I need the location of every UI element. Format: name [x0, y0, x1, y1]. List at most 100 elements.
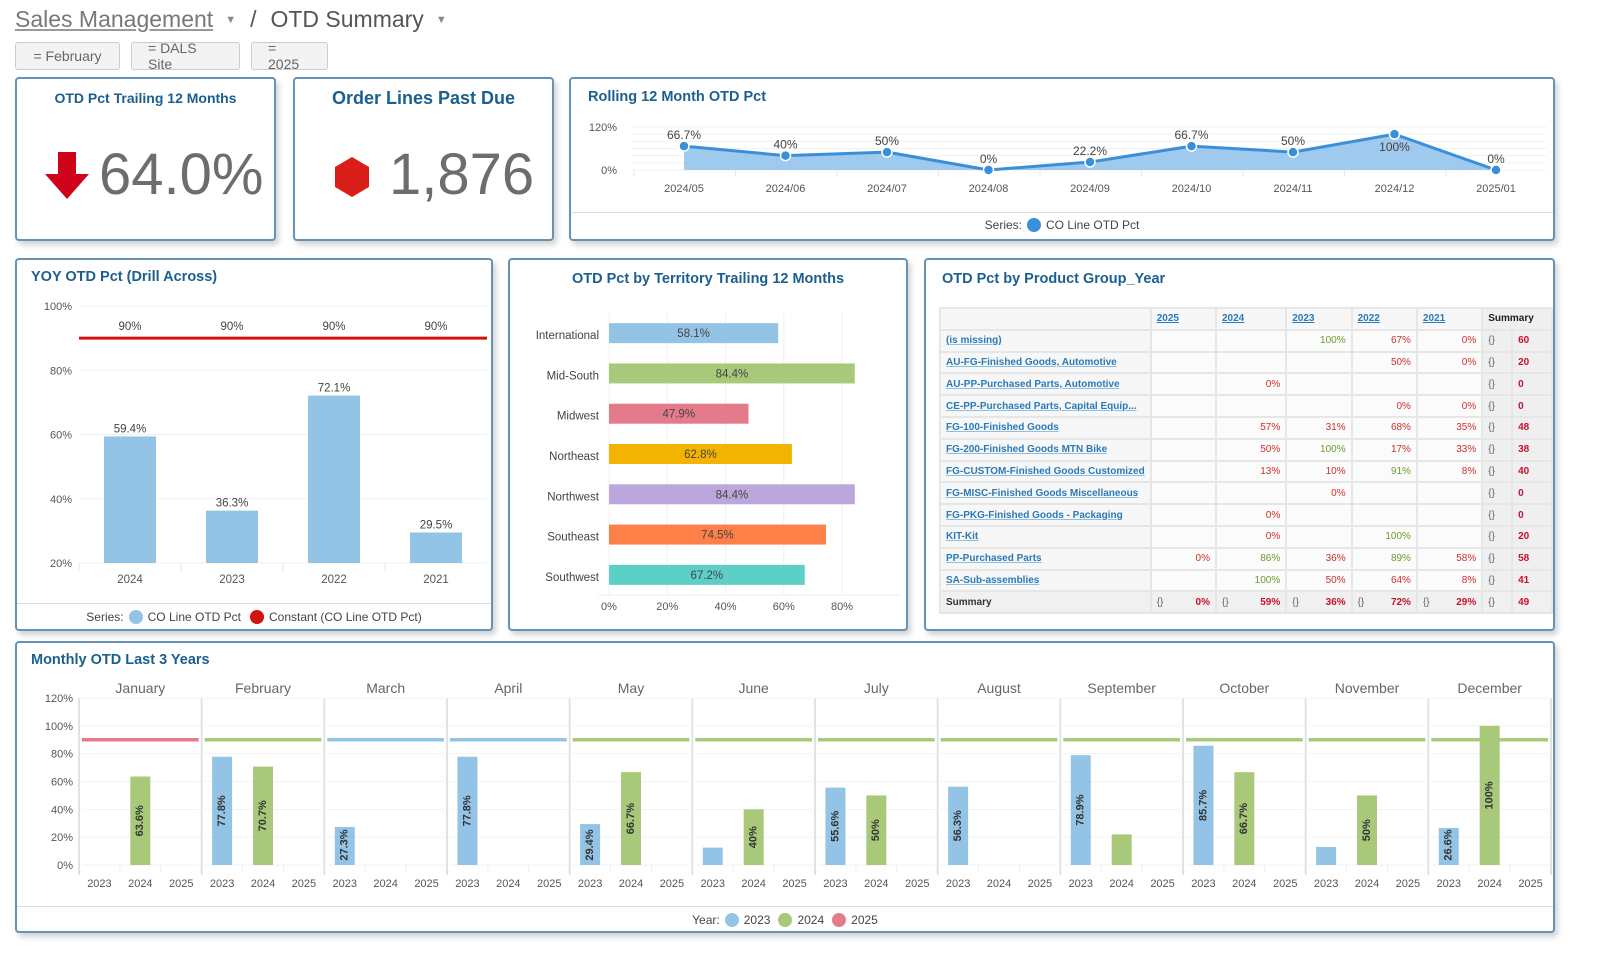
- table-cell: [1285, 372, 1353, 397]
- x-tick-label: 2024/11: [1274, 183, 1313, 195]
- table-row: CE-PP-Purchased Parts, Capital Equip... 0…: [939, 394, 1553, 418]
- summary-icon: {}: [1481, 546, 1514, 571]
- table-cell: [1415, 524, 1484, 549]
- summary-value: 0: [1511, 372, 1553, 397]
- data-label: 36.3%: [216, 498, 249, 510]
- table-cell: 35%: [1415, 415, 1484, 440]
- product-group-link[interactable]: FG-100-Finished Goods: [946, 422, 1059, 434]
- table-cell: 50%: [1350, 350, 1418, 375]
- data-point: [881, 146, 893, 158]
- summary-icon: {}: [1481, 503, 1514, 527]
- table-cell: 68%: [1350, 415, 1418, 440]
- column-header[interactable]: 2023: [1285, 307, 1353, 331]
- y-tick-label: International: [536, 330, 599, 342]
- product-group-link[interactable]: CE-PP-Purchased Parts, Capital Equip...: [946, 400, 1137, 412]
- table-cell: 0%: [1285, 481, 1353, 506]
- row-label: FG-CUSTOM-Finished Goods Customized: [939, 459, 1152, 484]
- y-tick-label: Midwest: [557, 411, 600, 423]
- data-point: [1084, 156, 1096, 168]
- territory-panel: OTD Pct by Territory Trailing 12 Months …: [508, 258, 908, 631]
- column-header-link[interactable]: 2023: [1292, 313, 1315, 325]
- row-label: SA-Sub-assemblies: [939, 568, 1152, 593]
- y-tick-label: Southwest: [545, 572, 600, 584]
- legend-year-2023[interactable]: 2023: [743, 913, 771, 927]
- kpi-pastdue-panel[interactable]: Order Lines Past Due 1,876: [293, 77, 554, 241]
- y-tick-label: 20%: [50, 558, 72, 570]
- bar: [948, 786, 969, 865]
- summary-value: 60: [1511, 328, 1553, 353]
- x-tick-label: 2023: [1314, 878, 1338, 890]
- breadcrumb-parent[interactable]: Sales Management: [15, 6, 214, 32]
- data-label: 66.7%: [625, 803, 637, 834]
- kpi-otd-panel[interactable]: OTD Pct Trailing 12 Months 64.0%: [15, 77, 276, 241]
- product-group-link[interactable]: AU-FG-Finished Goods, Automotive: [946, 356, 1117, 368]
- x-tick-label: 2023: [333, 878, 357, 890]
- y-tick-label: 120%: [589, 122, 617, 134]
- product-group-link[interactable]: KIT-Kit: [946, 531, 979, 543]
- filter-chip-year[interactable]: = 2025: [251, 40, 328, 72]
- product-group-link[interactable]: (is missing): [946, 335, 1002, 347]
- data-label: 47.9%: [662, 409, 695, 421]
- monthly-otd-title: Monthly OTD Last 3 Years: [31, 652, 210, 668]
- product-group-link[interactable]: PP-Purchased Parts: [946, 553, 1042, 565]
- column-header[interactable]: 2022: [1350, 307, 1418, 331]
- summary-value: 40: [1511, 459, 1553, 484]
- table-row: FG-200-Finished Goods MTN Bike 50% 100% 17%…: [939, 437, 1553, 462]
- column-header[interactable]: 2024: [1214, 307, 1288, 331]
- product-group-link[interactable]: FG-CUSTOM-Finished Goods Customized: [946, 465, 1145, 477]
- x-tick-label: 2025: [1273, 878, 1297, 890]
- table-cell: 89%: [1350, 546, 1418, 571]
- product-group-link[interactable]: FG-200-Finished Goods MTN Bike: [946, 444, 1108, 456]
- product-group-link[interactable]: SA-Sub-assemblies: [946, 574, 1040, 586]
- table-row: AU-FG-Finished Goods, Automotive 50% 0%{} 2…: [939, 350, 1553, 375]
- facet-label: October: [1219, 680, 1269, 696]
- filter-chip-month[interactable]: = February: [15, 42, 120, 70]
- bar: [866, 795, 887, 865]
- x-tick-label: 2025: [292, 878, 316, 890]
- constant-label: 90%: [322, 321, 345, 333]
- x-tick-label: 2024: [864, 878, 888, 890]
- legend-series-name[interactable]: CO Line OTD Pct: [147, 610, 241, 624]
- chevron-down-icon[interactable]: ▼: [225, 13, 237, 26]
- rolling-otd-title: Rolling 12 Month OTD Pct: [588, 89, 767, 105]
- bar: [621, 772, 641, 865]
- x-tick-label: 2023: [87, 878, 111, 890]
- legend-series-name[interactable]: Constant (CO Line OTD Pct): [269, 610, 422, 624]
- legend-series-name[interactable]: CO Line OTD Pct: [1046, 218, 1140, 232]
- filter-chip-site[interactable]: = DALS Site: [131, 40, 240, 72]
- product-group-link[interactable]: AU-PP-Purchased Parts, Automotive: [946, 378, 1120, 390]
- column-header-link[interactable]: 2024: [1221, 313, 1245, 325]
- data-label: 66.7%: [1174, 128, 1208, 142]
- x-tick-label: 2024/05: [664, 183, 704, 195]
- summary-icon: {}: [1481, 481, 1514, 506]
- column-header-link[interactable]: 2025: [1156, 313, 1179, 325]
- data-label: 40%: [748, 826, 760, 848]
- x-tick-label: 2023: [210, 878, 234, 890]
- summary-icon: {}: [1481, 568, 1514, 593]
- column-header-link[interactable]: 2021: [1422, 313, 1446, 325]
- x-tick-label: 2025: [169, 878, 193, 890]
- table-row: KIT-Kit 0% 100% {} 20: [939, 524, 1553, 549]
- facet-label: January: [115, 680, 165, 696]
- summary-row-label: Summary: [939, 590, 1152, 615]
- facet-label: June: [738, 680, 769, 696]
- x-tick-label: 2023: [946, 878, 970, 890]
- constant-label: 90%: [220, 321, 243, 333]
- column-header[interactable]: 2025: [1149, 307, 1217, 331]
- legend-year-2024[interactable]: 2024: [797, 913, 825, 927]
- column-header-link[interactable]: 2022: [1357, 313, 1380, 325]
- y-tick-label: 80%: [50, 365, 72, 377]
- x-tick-label: 2025: [414, 878, 438, 890]
- row-label: (is missing): [939, 328, 1152, 353]
- product-group-link[interactable]: FG-PKG-Finished Goods - Packaging: [946, 509, 1123, 521]
- legend-year-2025[interactable]: 2025: [851, 913, 878, 927]
- summary-icon: {}: [1422, 596, 1430, 608]
- product-group-link[interactable]: FG-MISC-Finished Goods Miscellaneous: [946, 487, 1139, 499]
- table-cell: 36%: [1285, 546, 1353, 571]
- summary-icon: {}: [1481, 437, 1514, 462]
- summary-icon: {}: [1156, 596, 1164, 608]
- chevron-down-icon[interactable]: ▼: [435, 13, 447, 26]
- summary-value: 41: [1511, 568, 1553, 593]
- breadcrumb-current[interactable]: OTD Summary: [270, 6, 424, 32]
- column-header[interactable]: 2021: [1415, 307, 1484, 331]
